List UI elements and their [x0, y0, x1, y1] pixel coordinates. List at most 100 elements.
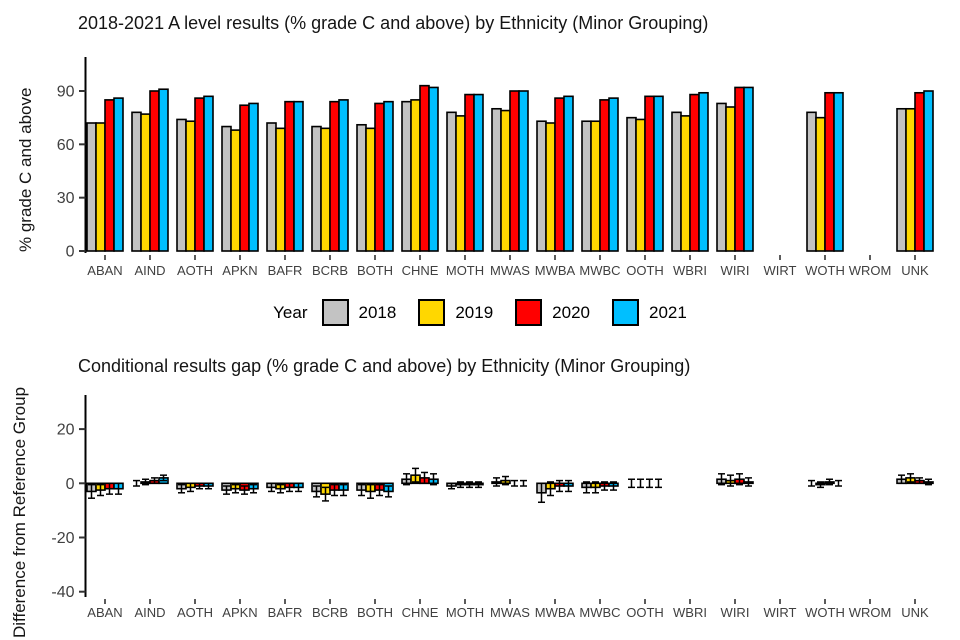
category-tick-label: AOTH — [177, 263, 213, 278]
top-chart-plot-area: 90 60 30 0 ABAN AIND AOTH APKN BAFR BCRB BOTH CHNE M… — [57, 57, 934, 278]
legend-items: 2018 2019 2020 2021 — [321, 299, 687, 326]
y-tick-label: 30 — [57, 190, 75, 207]
bar-2020-MWBA — [554, 97, 565, 252]
bar-2018-BOTH — [356, 123, 367, 252]
bar-2019-CHNE — [410, 99, 421, 252]
category-tick-label: MOTH — [446, 605, 484, 620]
bar-2019-WBRI — [680, 115, 691, 252]
category-tick-label: UNK — [901, 605, 929, 620]
legend-swatch-2020 — [515, 299, 543, 326]
bar-2020-WBRI — [689, 93, 700, 252]
bar-2018-CHNE — [401, 100, 412, 252]
bar-2021-WIRI — [743, 86, 754, 252]
y-tick-label: 20 — [57, 422, 75, 439]
bar-2020-BCRB — [329, 100, 340, 252]
bar-2020-OOTH — [644, 95, 655, 252]
bar-2018-BCRB — [311, 125, 322, 252]
bar-2021-MOTH — [473, 93, 484, 252]
y-tick-label: 90 — [57, 83, 75, 100]
bar-2019-WOTH — [815, 116, 826, 252]
bar-2020-MOTH — [464, 93, 475, 252]
category-tick-label: APKN — [222, 263, 257, 278]
legend-item-2019: 2019 — [418, 299, 493, 326]
bar-2018-WIRI — [716, 102, 727, 252]
bar-2019-MWBA — [545, 122, 556, 252]
bar-2020-BOTH — [374, 102, 385, 252]
bar-2018-AIND — [131, 111, 142, 252]
bar-2020-MWBC — [599, 99, 610, 252]
bar-2021-UNK — [923, 90, 934, 252]
bar-2019-MOTH — [455, 115, 466, 252]
bottom-chart-title: Conditional results gap (% grade C and a… — [78, 356, 691, 376]
category-tick-label: BCRB — [312, 263, 348, 278]
category-tick-label: WIRT — [764, 605, 797, 620]
legend-item-2021: 2021 — [612, 299, 687, 326]
bar-2021-BCRB — [338, 99, 349, 252]
bar-2019-APKN — [230, 129, 241, 252]
category-tick-label: WOTH — [805, 263, 845, 278]
bar-2019-OOTH — [635, 118, 646, 252]
category-tick-label: OOTH — [626, 605, 664, 620]
bar-2019-BOTH — [365, 127, 376, 252]
bar-2020-WIRI — [734, 86, 745, 252]
legend-title: Year — [273, 302, 308, 322]
y-tick-label: 0 — [66, 476, 75, 493]
bar-2020-CHNE — [419, 84, 430, 252]
category-tick-label: WROM — [849, 263, 892, 278]
bar-2020-BAFR — [284, 100, 295, 252]
bar-2021-BOTH — [383, 100, 394, 252]
category-tick-label: WIRI — [721, 605, 750, 620]
bar-2021-OOTH — [653, 95, 664, 252]
category-tick-label: UNK — [901, 263, 929, 278]
legend-label: 2019 — [455, 302, 494, 322]
category-tick-label: WOTH — [805, 605, 845, 620]
bar-2020-APKN — [239, 104, 250, 252]
bar-2018-BAFR — [266, 122, 277, 252]
y-tick-label: 60 — [57, 137, 75, 154]
legend-item-2018: 2018 — [321, 299, 397, 326]
category-tick-label: WIRI — [721, 263, 750, 278]
bar-2019-WIRI — [725, 106, 736, 252]
bar-2021-BAFR — [293, 100, 304, 252]
legend-label: 2018 — [358, 302, 397, 322]
bar-2018-ABAN — [86, 122, 97, 252]
category-tick-label: MOTH — [446, 263, 484, 278]
bar-2019-MWBC — [590, 120, 601, 252]
category-tick-label: APKN — [222, 605, 257, 620]
bottom-chart-plot-area: 20 0 -20 -40 ABAN AIND AOTH APKN BAFR BCRB BOTH CHN… — [51, 395, 934, 620]
bar-2019-MWAS — [500, 109, 511, 252]
bar-2021-MWBA — [563, 95, 574, 252]
category-tick-label: BCRB — [312, 605, 348, 620]
category-tick-label: ABAN — [87, 605, 122, 620]
category-tick-label: BAFR — [268, 605, 303, 620]
category-tick-label: BOTH — [357, 263, 393, 278]
bar-2019-AOTH — [185, 120, 196, 252]
top-chart-title: 2018-2021 A level results (% grade C and… — [78, 13, 709, 33]
bar-2020-AIND — [149, 90, 160, 252]
legend-swatch-2018 — [321, 299, 349, 326]
y-tick-label: -40 — [51, 584, 74, 601]
y-tick-label: 0 — [66, 244, 75, 261]
bar-2018-MWAS — [491, 107, 502, 252]
category-tick-label: MWBC — [579, 605, 620, 620]
bar-2021-ABAN — [113, 97, 124, 252]
bar-2018-WOTH — [806, 111, 817, 252]
category-tick-label: MWAS — [490, 263, 530, 278]
bar-2019-UNK — [905, 107, 916, 252]
bar-2021-WOTH — [833, 91, 844, 252]
bar-2020-MWAS — [509, 90, 520, 252]
year-legend: Year 2018 2019 2020 2021 — [0, 299, 960, 326]
legend-item-2020: 2020 — [515, 299, 590, 326]
bar-2020-AOTH — [194, 97, 205, 252]
category-tick-label: OOTH — [626, 263, 664, 278]
category-tick-label: WBRI — [673, 263, 707, 278]
bar-2018-OOTH — [626, 116, 637, 252]
bar-2018-UNK — [896, 107, 907, 252]
category-tick-label: MWAS — [490, 605, 530, 620]
bar-2021-APKN — [248, 102, 259, 252]
bar-2020-WOTH — [824, 91, 835, 252]
category-tick-label: WBRI — [673, 605, 707, 620]
category-tick-label: WROM — [849, 605, 892, 620]
legend-swatch-2021 — [612, 299, 639, 326]
